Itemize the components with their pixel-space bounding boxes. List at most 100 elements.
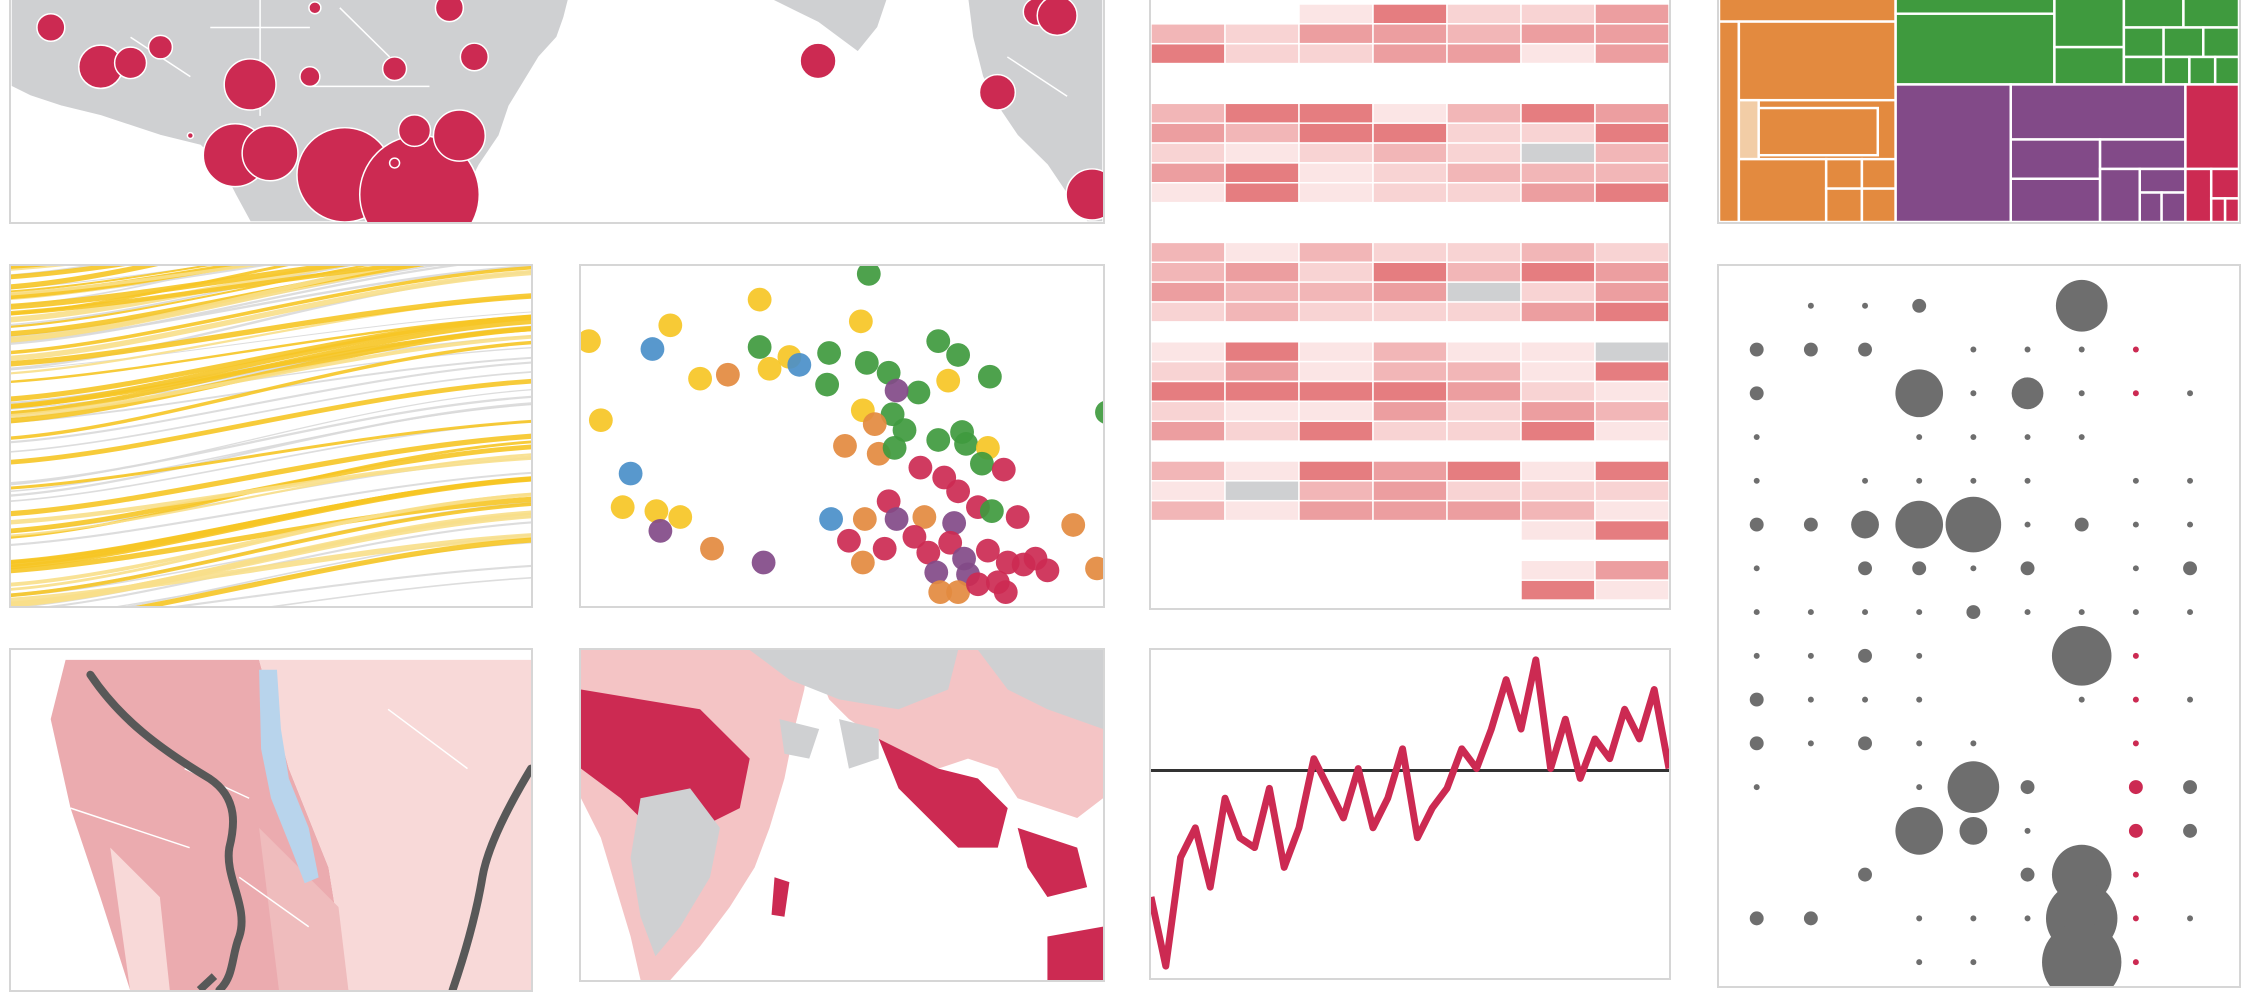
matrix-dot — [1858, 342, 1872, 357]
heatmap-cell — [1594, 182, 1669, 204]
bubble — [432, 109, 487, 162]
bubble — [459, 42, 489, 72]
scatter-point — [856, 266, 881, 286]
bubble — [241, 124, 299, 182]
heatmap-cell — [1298, 420, 1374, 442]
heatmap-cell — [1594, 360, 1669, 383]
heatmap-cell — [1151, 261, 1226, 283]
heatmap-cell — [1298, 142, 1374, 164]
matrix-dot — [1807, 740, 1814, 747]
raster-map — [581, 650, 1103, 980]
matrix-dot — [2187, 477, 2194, 484]
heatmap-cell — [1594, 460, 1669, 482]
scatter-point — [854, 351, 879, 375]
heatmap-cell — [1298, 301, 1374, 323]
matrix-dot — [1916, 652, 1923, 659]
matrix-dot — [2024, 827, 2031, 834]
southeast-asia-land — [966, 0, 1103, 222]
scatter-point — [644, 499, 669, 523]
matrix-dot — [1970, 434, 1977, 441]
heatmap-cell — [1520, 420, 1596, 442]
heatmap-cell — [1446, 460, 1522, 482]
series-line — [1151, 656, 1669, 970]
region-light-west — [110, 847, 170, 990]
matrix-dot — [2132, 959, 2139, 966]
matrix-dot — [1970, 565, 1977, 572]
flow-line — [11, 419, 531, 490]
matrix-dot — [1803, 911, 1818, 926]
heatmap-cell — [1594, 142, 1669, 164]
heatmap-cell — [1151, 499, 1226, 522]
matrix-dot — [2183, 780, 2197, 795]
bubble — [1036, 0, 1078, 37]
heatmap-cell — [1520, 499, 1596, 522]
matrix-dot — [1895, 500, 1944, 549]
heatmap-cell — [1520, 182, 1596, 204]
heatmap-cell — [1298, 3, 1374, 25]
matrix-dot — [2042, 922, 2122, 986]
matrix-dot — [1858, 561, 1872, 576]
scatter-point — [993, 580, 1018, 605]
flow-lines-panel — [9, 264, 533, 608]
bubbles — [36, 0, 1103, 222]
scatter-point — [892, 418, 917, 442]
matrix-dot — [1970, 390, 1977, 397]
matrix-dot — [2132, 696, 2139, 703]
heatmap-cell — [1520, 301, 1596, 323]
heatmap-cell — [1520, 3, 1596, 25]
africa-land — [11, 0, 570, 222]
heatmap-cell — [1224, 261, 1300, 283]
scatter-point — [747, 335, 772, 359]
flow-line — [11, 512, 531, 606]
bubble — [388, 157, 401, 169]
heatmap-cell — [1224, 400, 1300, 422]
bubble — [308, 1, 322, 15]
bubble — [36, 12, 66, 42]
matrix-dot — [1803, 517, 1818, 532]
scatter-point — [912, 505, 937, 529]
bubble — [799, 42, 837, 80]
heatmap-cell — [1446, 42, 1522, 65]
heatmap-cell — [1594, 241, 1669, 264]
heatmap-cell — [1372, 241, 1448, 264]
matrix-dot — [1916, 696, 1923, 703]
heatmap-cell — [1298, 281, 1374, 303]
scatter-point — [833, 434, 857, 458]
scatter-point — [715, 362, 740, 387]
heatmap-cell — [1594, 499, 1669, 522]
flow-line — [11, 266, 458, 345]
heatmap-cell — [1298, 122, 1374, 144]
heatmap-cell — [1446, 360, 1522, 383]
matrix-dot — [1753, 609, 1760, 616]
matrix-dot — [2132, 477, 2139, 484]
heatmap-cell — [1151, 182, 1226, 204]
treemap-block-crimson — [2184, 83, 2239, 171]
matrix-dot — [1753, 784, 1760, 791]
raster-crimson-south — [1047, 926, 1103, 980]
heatmap-cell — [1446, 480, 1522, 502]
heatmap-cell — [1594, 480, 1669, 502]
matrix-dot — [2020, 867, 2035, 882]
flow-line — [11, 266, 369, 328]
heatmap-cell — [1594, 579, 1669, 601]
heatmap-cell — [1446, 301, 1522, 323]
heatmap-cell — [1372, 380, 1448, 403]
bubble — [1065, 168, 1103, 221]
scatter-point — [882, 436, 907, 460]
heatmap-cell — [1224, 122, 1300, 144]
matrix-dot — [2024, 521, 2031, 528]
bubble — [186, 131, 195, 140]
flow-line — [11, 266, 289, 316]
heatmap-grid-panel — [1149, 0, 1671, 610]
heatmap-cell — [1446, 400, 1522, 422]
matrix-dot — [2011, 377, 2044, 410]
matrix-dot — [1916, 784, 1923, 791]
flow-lines — [11, 266, 531, 606]
matrix-dot — [2183, 823, 2197, 838]
heatmap-cell — [1446, 499, 1522, 522]
matrix-dot — [2132, 915, 2139, 922]
heatmap-cell — [1224, 380, 1300, 403]
heatmap-cell — [1594, 380, 1669, 403]
heatmap-cell — [1224, 162, 1300, 184]
matrix-dot — [1916, 434, 1923, 441]
